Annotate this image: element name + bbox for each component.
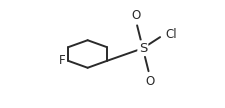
Text: Cl: Cl xyxy=(164,28,176,41)
Text: O: O xyxy=(144,75,154,88)
Text: O: O xyxy=(131,9,140,22)
Text: S: S xyxy=(138,42,146,55)
Text: F: F xyxy=(58,54,65,67)
